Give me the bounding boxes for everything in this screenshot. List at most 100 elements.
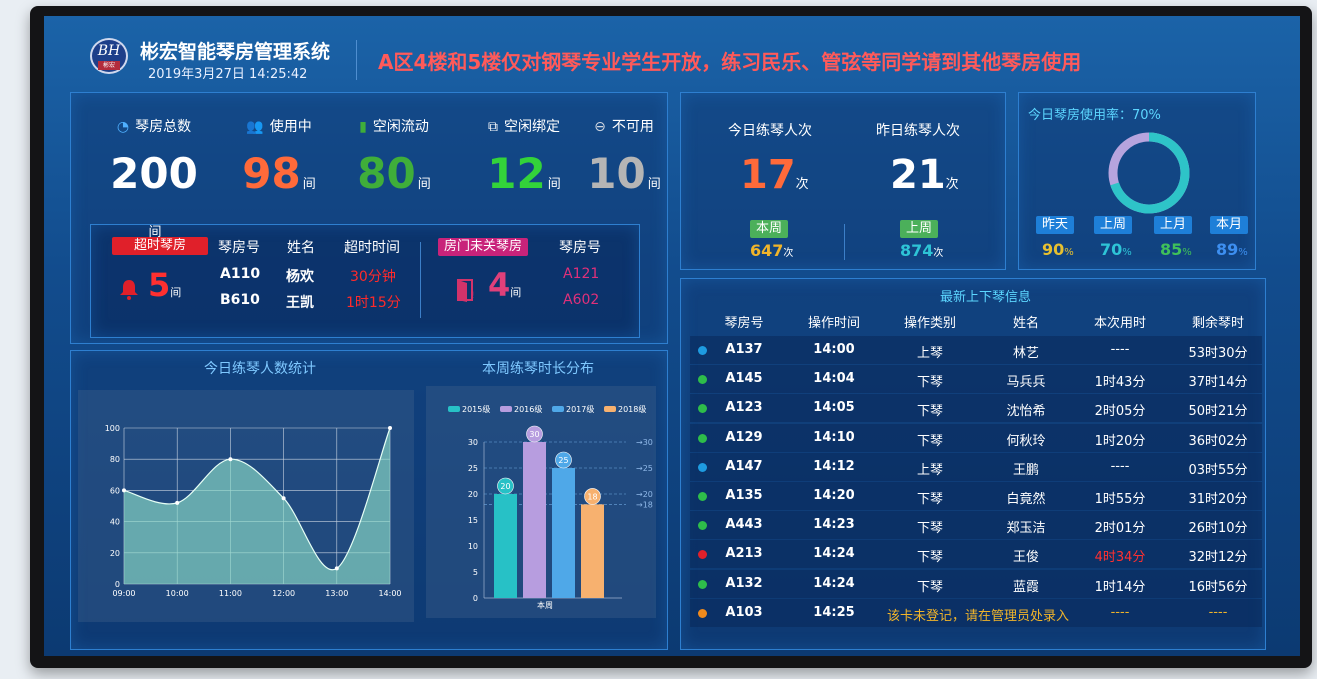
table-row[interactable] [690,482,1262,510]
bar-2016级 [523,442,546,598]
status-dot [698,550,707,560]
bar-2015级 [494,494,517,598]
legend-label: 2018级 [618,404,646,414]
stat-label: 使用中 [269,119,312,135]
log-cell-remain: 26时10分 [1188,521,1248,537]
usage-donut [1108,132,1190,214]
log-header-2: 操作类别 [903,316,957,331]
overtime-count: 5间 [148,266,181,304]
overtime-tag: 超时琴房 [112,237,208,255]
stat-value-wrap: 98 间 [229,150,329,209]
door-icon: ▮ [359,119,367,135]
stat-value: 10 [587,149,646,198]
status-dot [698,608,707,618]
door-open-count-unit: 间 [510,286,522,299]
line-point [388,426,392,430]
line-point [281,496,286,501]
yesterday-practice-unit: 次 [945,177,959,192]
log-cell-op: 下琴 [916,492,944,507]
bar-label-bubble [526,425,543,443]
log-cell-room: A123 [725,400,763,416]
table-row[interactable] [690,540,1262,569]
usage-title: 今日琴房使用率：70% [1028,108,1161,123]
status-dot [698,346,707,355]
log-cell-room: A443 [725,517,763,533]
log-cell-room: A135 [725,488,763,503]
legend-swatch [552,406,564,412]
usage-period-tag-1: 上周 [1094,216,1133,234]
line-chart-title: 今日练琴人数统计 [204,361,316,377]
stat-value: 12 [487,149,546,198]
bar-2018级 [581,504,604,598]
door-open-room-0: A121 [563,266,600,282]
overtime-name-0: 杨欢 [286,269,314,285]
header-divider [356,40,357,80]
logo: BH 彬宏 [90,38,128,74]
stat-value-wrap: 80 间 [344,150,444,209]
table-row[interactable] [690,511,1262,540]
log-cell-remain: 16时56分 [1188,579,1248,595]
stat-label: 空闲流动 [372,119,429,135]
stat-unit: 间 [547,177,561,192]
dashboard-screen: BH 彬宏 彬宏智能琴房管理系统 2019年3月27日 14:25:42 A区4… [44,16,1300,656]
yesterday-practice-value: 21次 [890,152,959,198]
log-cell-op: 下琴 [916,404,944,420]
svg-text:!: ! [471,291,475,301]
log-header-5: 剩余琴时 [1191,316,1245,331]
log-cell-name: 何秋玲 [1006,433,1046,449]
stat-label-wrap: ⊖ 不可用 [574,116,674,136]
disabled-icon: ⊖ [594,119,606,135]
legend-swatch [448,406,460,412]
log-cell-used: ---- [1110,342,1130,357]
log-cell-used: 2时01分 [1094,521,1146,537]
log-cell-remain: 32时12分 [1188,550,1248,566]
log-cell-room: A147 [725,458,763,474]
log-cell-op: 上琴 [916,462,944,478]
stat-label-wrap: 👥 使用中 [229,116,329,136]
log-cell-time: 14:00 [813,342,855,357]
stat-label: 琴房总数 [135,119,192,135]
stat-value-wrap: 12 间 [474,150,574,209]
table-row[interactable] [690,365,1262,394]
table-row[interactable] [690,569,1262,598]
stat-1: 👥 使用中 98 间 [229,116,329,209]
status-dot [698,404,707,414]
log-cell-time: 14:20 [813,488,855,503]
table-row[interactable] [690,423,1262,452]
alert-panel [90,224,640,338]
log-cell-name: 林艺 [1012,346,1040,361]
overtime-room-1: B610 [220,292,260,308]
log-cell-remain: 37时14分 [1188,375,1248,391]
table-row[interactable] [690,336,1262,364]
log-cell-room: A137 [725,342,763,357]
log-cell-room: A103 [725,604,763,620]
link-icon: ⧉ [488,119,498,135]
logo-mark: BH [97,43,121,59]
log-cell-remain: 50时21分 [1188,404,1248,420]
bar-label-bubble [584,488,601,505]
logo-sub: 彬宏 [98,61,120,70]
app-title: 彬宏智能琴房管理系统 [140,41,331,63]
table-row[interactable] [690,394,1262,423]
log-cell-name: 王鹏 [1012,462,1040,478]
table-row-alert[interactable] [690,598,1262,627]
log-cell-used: 1时43分 [1094,375,1146,391]
today-practice-label: 今日练琴人次 [728,123,812,139]
marker-label: →18 [636,500,653,509]
log-cell-used: 2时05分 [1094,404,1146,420]
log-cell-op: 下琴 [916,433,944,449]
stat-label-wrap: ◔ 琴房总数 [104,116,204,136]
legend-label: 2015级 [462,404,490,414]
table-row[interactable] [690,452,1262,481]
bell-icon [120,280,138,300]
bar-label-bubble [555,451,572,469]
usage-period-tag-0: 昨天 [1036,216,1075,234]
log-cell-used: 4时34分 [1094,550,1146,566]
donut-used [1108,132,1190,214]
log-cell-op: 下琴 [916,550,944,566]
legend-swatch [500,406,512,412]
x-tick-label: 14:00 [378,589,401,598]
stat-label-wrap: ▮ 空闲流动 [344,116,444,136]
x-tick-label: 13:00 [325,589,348,598]
status-dot [698,492,707,501]
